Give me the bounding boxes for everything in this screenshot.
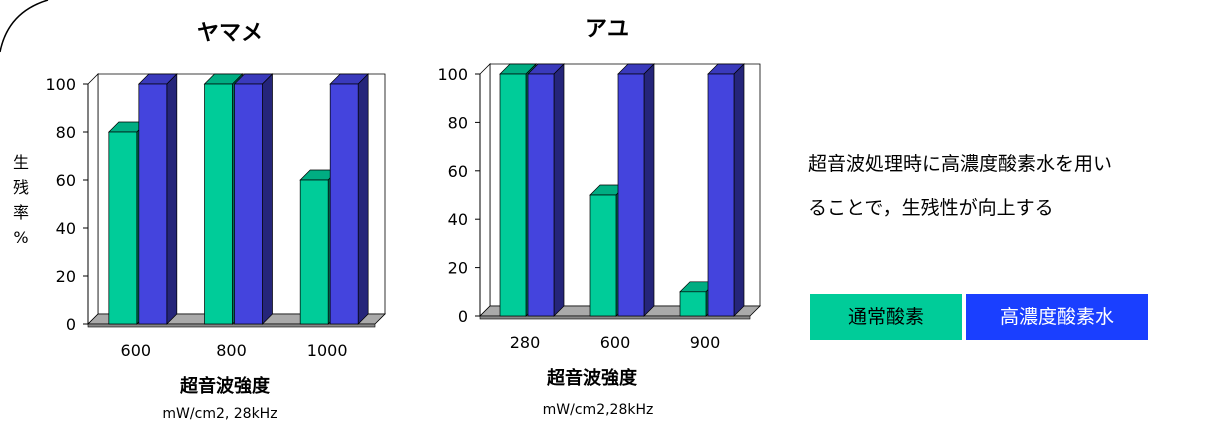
bar — [234, 83, 263, 325]
bar-side — [733, 63, 745, 317]
x-tick-label: 280 — [510, 333, 541, 352]
x-tick-label: 1000 — [307, 341, 348, 360]
bar — [329, 83, 359, 325]
y-axis-label-char: % — [13, 228, 29, 247]
bar — [299, 179, 329, 325]
y-tick-label: 60 — [448, 162, 468, 181]
y-tick-label: 0 — [66, 315, 76, 334]
bar — [679, 291, 707, 317]
bar — [527, 73, 555, 317]
bar — [204, 83, 233, 325]
x-axis-label: 超音波強度 — [180, 375, 271, 397]
bar — [499, 73, 527, 317]
plot-floor-edge — [479, 315, 751, 320]
y-tick-label: 80 — [448, 113, 468, 132]
y-tick-label: 20 — [56, 267, 76, 286]
x-tick-label: 600 — [600, 333, 631, 352]
y-tick-label: 40 — [448, 210, 468, 229]
y-axis-label-char: 生 — [12, 153, 29, 172]
y-tick-label: 60 — [56, 171, 76, 190]
chart-title: ヤマメ — [197, 21, 263, 46]
x-tick-label: 600 — [121, 341, 152, 360]
y-axis-label-char: 残 — [12, 178, 29, 197]
x-axis-label: 超音波強度 — [547, 367, 638, 389]
x-tick-label: 800 — [216, 341, 247, 360]
bar — [707, 73, 735, 317]
bar — [589, 194, 617, 317]
conclusion-note-line: 超音波処理時に高濃度酸素水を用い — [808, 153, 1113, 175]
conclusion-note-line: ることで，生残性が向上する — [808, 197, 1054, 219]
conclusion-note: 超音波処理時に高濃度酸素水を用い ることで，生残性が向上する — [808, 142, 1208, 230]
bar — [138, 83, 168, 325]
bar-side — [553, 63, 565, 317]
x-tick-label: 900 — [690, 333, 721, 352]
y-tick-label: 100 — [45, 75, 76, 94]
x-axis-unit: mW/cm2,28kHz — [543, 402, 654, 418]
bar — [617, 73, 645, 317]
y-tick-label: 80 — [56, 123, 76, 142]
y-tick-label: 100 — [437, 65, 468, 84]
y-axis-label-char: 率 — [12, 203, 29, 222]
corner-arc-decoration — [0, 0, 49, 53]
y-axis-label: 生 残 率 % — [10, 150, 32, 250]
bar-side — [643, 63, 655, 317]
chart-title: アユ — [585, 17, 629, 42]
y-tick-label: 20 — [448, 259, 468, 278]
y-tick-label: 0 — [458, 307, 468, 326]
plot-side-wall — [479, 63, 491, 317]
bar — [108, 131, 138, 325]
legend-item-high-oxygen-water: 高濃度酸素水 — [966, 294, 1148, 340]
x-axis-unit: mW/cm2, 28kHz — [162, 406, 277, 422]
legend-item-normal-oxygen: 通常酸素 — [810, 294, 962, 340]
y-tick-label: 40 — [56, 219, 76, 238]
